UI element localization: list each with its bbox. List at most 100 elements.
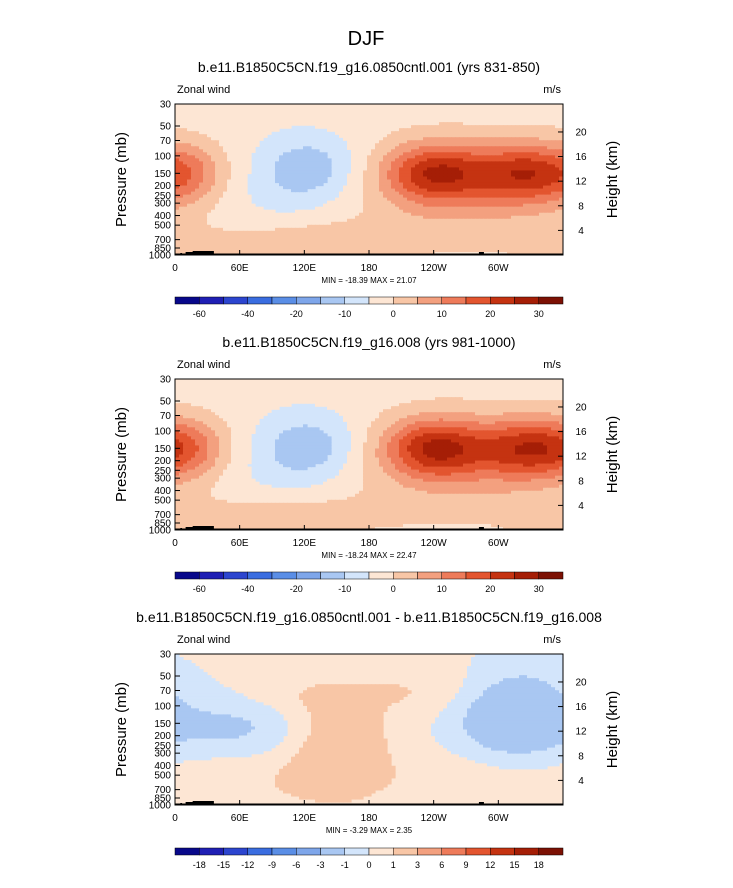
x-tick-label: 60W: [488, 263, 509, 274]
colorbar-label: -60: [193, 584, 206, 594]
colorbar-label: -1: [341, 860, 349, 870]
colorbar-swatch: [344, 296, 370, 305]
y-tick-label: 200: [154, 456, 171, 467]
contour-field: [175, 104, 563, 255]
colorbar-label: -10: [338, 584, 351, 594]
colorbar-swatch: [368, 296, 394, 305]
panel-right-label: m/s: [543, 634, 561, 646]
y2-tick-label: 12: [575, 177, 587, 188]
colorbar-swatch: [368, 847, 394, 856]
colorbar-swatch: [223, 847, 248, 856]
min-max-stats: MIN = -18.24 MAX = 22.47: [321, 551, 417, 560]
y-tick-label: 700: [154, 510, 171, 521]
colorbar-label: 3: [415, 860, 420, 870]
y2-tick-label: 16: [575, 427, 587, 438]
y-tick-label: 200: [154, 731, 171, 742]
y-tick-label: 1000: [149, 801, 172, 812]
y2-tick-label: 8: [578, 476, 584, 487]
colorbar-label: 30: [534, 309, 544, 319]
colorbar-swatch: [490, 571, 515, 580]
y2-tick-label: 8: [578, 751, 584, 762]
colorbar-swatch: [296, 847, 321, 856]
y-tick-label: 250: [154, 191, 171, 202]
colorbar-swatch: [538, 571, 564, 580]
y-tick-label: 30: [160, 100, 172, 111]
y2-tick-label: 16: [575, 152, 587, 163]
y2-axis-title: Height (km): [604, 141, 621, 219]
figure-title: DJF: [348, 28, 385, 50]
colorbar-label: 9: [463, 860, 468, 870]
colorbar-swatch: [247, 847, 273, 856]
colorbar-label: -60: [193, 309, 206, 319]
colorbar-label: -15: [217, 860, 230, 870]
colorbar-swatch: [199, 571, 224, 580]
colorbar-label: 20: [485, 584, 495, 594]
y-tick-label: 200: [154, 181, 171, 192]
y-tick-label: 250: [154, 466, 171, 477]
y-tick-label: 30: [160, 650, 172, 661]
colorbar: -60 -40 -20 -10 0 10 20 30: [174, 571, 564, 594]
y-tick-label: 300: [154, 474, 171, 485]
colorbar-swatch: [514, 571, 539, 580]
colorbar-swatch: [296, 571, 321, 580]
y2-axis-title: Height (km): [604, 416, 621, 494]
y-tick-label: 1000: [149, 251, 172, 262]
y-tick-label: 400: [154, 761, 171, 772]
y2-tick-label: 4: [578, 226, 584, 237]
y-tick-label: 150: [154, 169, 171, 180]
panel-right-label: m/s: [543, 84, 561, 96]
colorbar: -18 -15 -12 -9 -6 -3 -1 0 1 3 6 9 12 15 18: [174, 847, 564, 870]
y-tick-label: 300: [154, 749, 171, 760]
y2-tick-label: 8: [578, 201, 584, 212]
colorbar-swatch: [271, 571, 297, 580]
colorbar-label: 1: [391, 860, 396, 870]
colorbar-swatch: [296, 296, 321, 305]
x-tick-label: 120E: [293, 263, 317, 274]
y-tick-label: 50: [160, 396, 172, 407]
y-axis-title: Pressure (mb): [113, 682, 130, 777]
colorbar-swatch: [514, 847, 539, 856]
colorbar-swatch: [538, 296, 564, 305]
y-tick-label: 250: [154, 741, 171, 752]
y2-axis-title: Height (km): [604, 691, 621, 769]
panel-right-label: m/s: [543, 359, 561, 371]
y-axis-title: Pressure (mb): [113, 407, 130, 502]
panel-left-label: Zonal wind: [177, 634, 230, 646]
colorbar-swatch: [247, 296, 273, 305]
panel-title: b.e11.B1850C5CN.f19_g16.0850cntl.001 (yr…: [198, 59, 540, 75]
y-tick-label: 500: [154, 771, 171, 782]
colorbar-label: -10: [338, 309, 351, 319]
panel-left-label: Zonal wind: [177, 359, 230, 371]
x-tick-label: 60E: [231, 813, 249, 824]
y-tick-label: 500: [154, 221, 171, 232]
panel-left-label: Zonal wind: [177, 84, 230, 96]
chart-panel-2: b.e11.B1850C5CN.f19_g16.008 (yrs 981-100…: [113, 334, 621, 594]
colorbar-swatch: [417, 847, 442, 856]
y-tick-label: 50: [160, 671, 172, 682]
colorbar-swatch: [417, 571, 442, 580]
y2-tick-label: 20: [575, 402, 587, 413]
colorbar-swatch: [247, 571, 273, 580]
x-tick-label: 120W: [421, 538, 448, 549]
panels: b.e11.B1850C5CN.f19_g16.0850cntl.001 (yr…: [113, 59, 621, 870]
y-tick-label: 50: [160, 121, 172, 132]
colorbar: -60 -40 -20 -10 0 10 20 30: [174, 296, 564, 319]
y2-tick-label: 20: [575, 127, 587, 138]
x-tick-label: 60E: [231, 538, 249, 549]
colorbar-label: 0: [366, 860, 371, 870]
colorbar-label: 0: [391, 584, 396, 594]
x-tick-label: 60E: [231, 263, 249, 274]
contour-field: [175, 379, 563, 530]
colorbar-label: 15: [509, 860, 519, 870]
colorbar-label: 12: [485, 860, 495, 870]
colorbar-swatch: [271, 847, 297, 856]
y-tick-label: 500: [154, 496, 171, 507]
colorbar-label: -6: [292, 860, 300, 870]
chart-panel-1: b.e11.B1850C5CN.f19_g16.0850cntl.001 (yr…: [113, 59, 621, 319]
colorbar-label: 18: [534, 860, 544, 870]
y2-tick-label: 16: [575, 702, 587, 713]
colorbar-swatch: [417, 296, 442, 305]
colorbar-label: 10: [437, 584, 447, 594]
colorbar-label: -3: [316, 860, 324, 870]
colorbar-label: 20: [485, 309, 495, 319]
